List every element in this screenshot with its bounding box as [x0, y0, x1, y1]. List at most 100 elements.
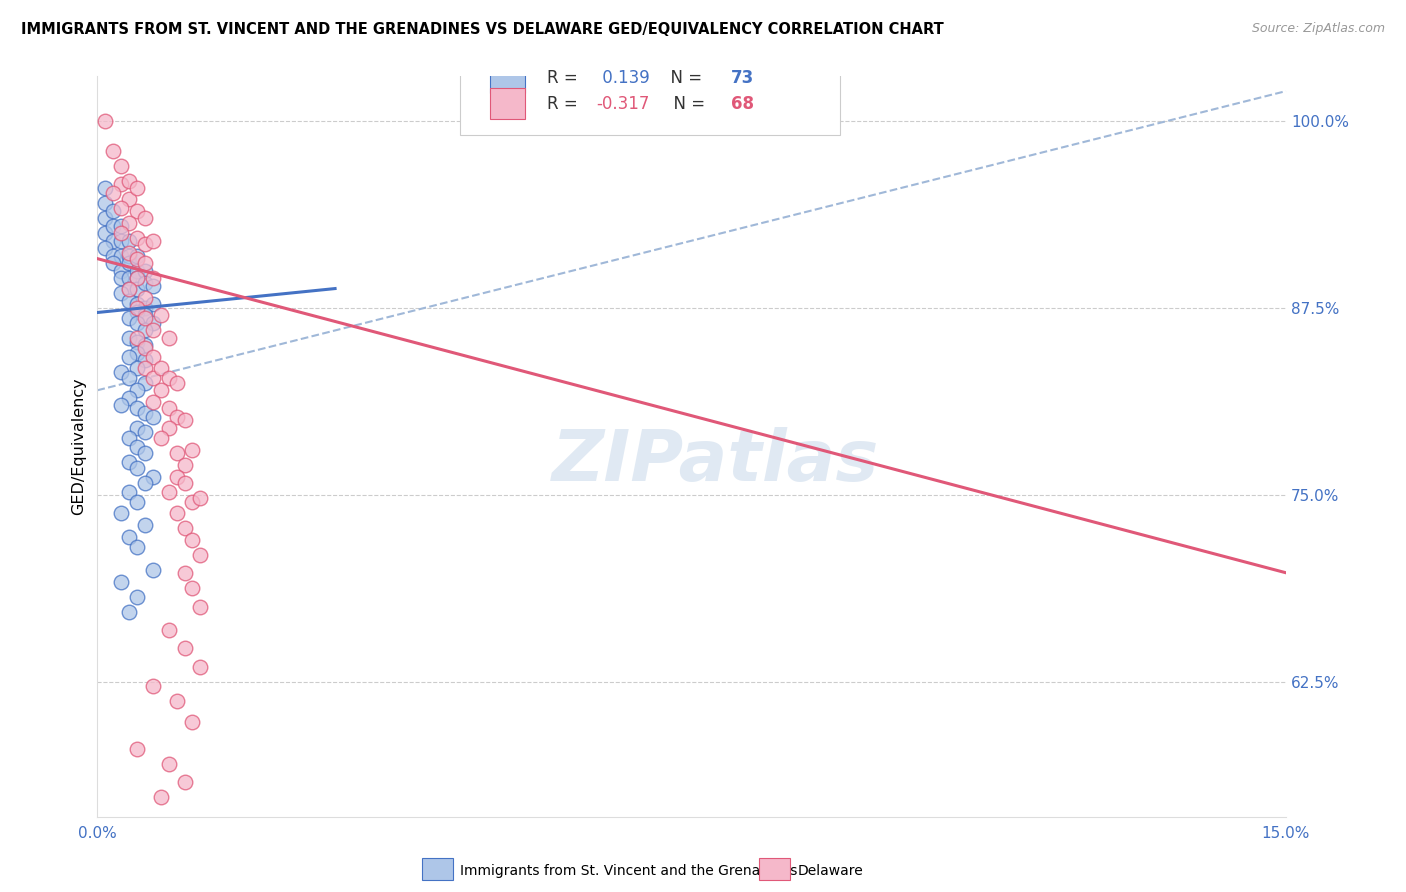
- Point: [118, 351, 141, 365]
- Text: Source: ZipAtlas.com: Source: ZipAtlas.com: [1251, 22, 1385, 36]
- Point: [142, 351, 165, 365]
- Point: [134, 338, 156, 352]
- Point: [149, 360, 172, 375]
- Text: 68: 68: [731, 95, 754, 112]
- Point: [134, 517, 156, 532]
- Point: [173, 413, 195, 427]
- Point: [110, 506, 132, 520]
- Point: [142, 680, 165, 694]
- Point: [134, 311, 156, 326]
- Point: [190, 660, 212, 674]
- Point: [125, 181, 148, 195]
- Point: [118, 431, 141, 445]
- Text: 0.139: 0.139: [596, 69, 650, 87]
- Point: [134, 236, 156, 251]
- Text: N =: N =: [659, 69, 707, 87]
- Point: [118, 174, 141, 188]
- Point: [118, 293, 141, 308]
- Point: [125, 384, 148, 398]
- Point: [118, 249, 141, 263]
- Point: [125, 360, 148, 375]
- Y-axis label: GED/Equivalency: GED/Equivalency: [72, 377, 86, 516]
- Point: [157, 331, 180, 345]
- Point: [134, 323, 156, 337]
- Point: [118, 216, 141, 230]
- Point: [125, 742, 148, 756]
- Point: [125, 346, 148, 360]
- Point: [149, 431, 172, 445]
- Point: [149, 384, 172, 398]
- Point: [125, 252, 148, 266]
- Point: [190, 548, 212, 562]
- Point: [134, 276, 156, 290]
- Point: [173, 521, 195, 535]
- Point: [110, 219, 132, 233]
- Point: [103, 234, 125, 248]
- Point: [94, 211, 117, 226]
- Point: [157, 420, 180, 434]
- Point: [94, 181, 117, 195]
- Point: [157, 401, 180, 416]
- Point: [134, 353, 156, 368]
- Point: [110, 177, 132, 191]
- Point: [103, 219, 125, 233]
- Point: [157, 371, 180, 385]
- Point: [110, 271, 132, 285]
- Point: [118, 281, 141, 295]
- Point: [190, 491, 212, 505]
- Text: IMMIGRANTS FROM ST. VINCENT AND THE GRENADINES VS DELAWARE GED/EQUIVALENCY CORRE: IMMIGRANTS FROM ST. VINCENT AND THE GREN…: [21, 22, 943, 37]
- Point: [125, 541, 148, 555]
- Point: [125, 420, 148, 434]
- Point: [125, 271, 148, 285]
- Point: [134, 376, 156, 390]
- Point: [125, 331, 148, 345]
- Point: [118, 391, 141, 405]
- Point: [110, 159, 132, 173]
- Text: N =: N =: [664, 95, 710, 112]
- Point: [142, 316, 165, 330]
- Text: ZIPatlas: ZIPatlas: [551, 426, 879, 496]
- Point: [118, 331, 141, 345]
- Point: [142, 234, 165, 248]
- Text: R =: R =: [547, 95, 582, 112]
- Point: [134, 425, 156, 439]
- Point: [142, 470, 165, 484]
- Text: Delaware: Delaware: [797, 864, 863, 879]
- Point: [134, 406, 156, 420]
- Point: [118, 371, 141, 385]
- Point: [125, 335, 148, 350]
- Point: [166, 446, 188, 460]
- Point: [110, 201, 132, 215]
- Point: [118, 271, 141, 285]
- Point: [110, 286, 132, 301]
- Point: [110, 365, 132, 379]
- Point: [142, 563, 165, 577]
- Point: [125, 230, 148, 244]
- Point: [142, 395, 165, 409]
- Point: [103, 203, 125, 218]
- Point: [103, 256, 125, 270]
- Point: [173, 640, 195, 655]
- Point: [134, 256, 156, 270]
- Point: [125, 305, 148, 319]
- Point: [125, 495, 148, 509]
- Point: [173, 775, 195, 789]
- Point: [125, 316, 148, 330]
- Point: [125, 281, 148, 295]
- Point: [125, 590, 148, 604]
- Text: R =: R =: [547, 69, 582, 87]
- Point: [103, 144, 125, 158]
- Point: [181, 533, 204, 547]
- Point: [142, 410, 165, 425]
- Text: 73: 73: [731, 69, 754, 87]
- Point: [157, 757, 180, 772]
- Point: [173, 566, 195, 580]
- Point: [94, 114, 117, 128]
- Point: [181, 495, 204, 509]
- Point: [118, 234, 141, 248]
- Point: [103, 249, 125, 263]
- Point: [125, 271, 148, 285]
- FancyBboxPatch shape: [460, 36, 841, 136]
- Point: [118, 281, 141, 295]
- Point: [166, 376, 188, 390]
